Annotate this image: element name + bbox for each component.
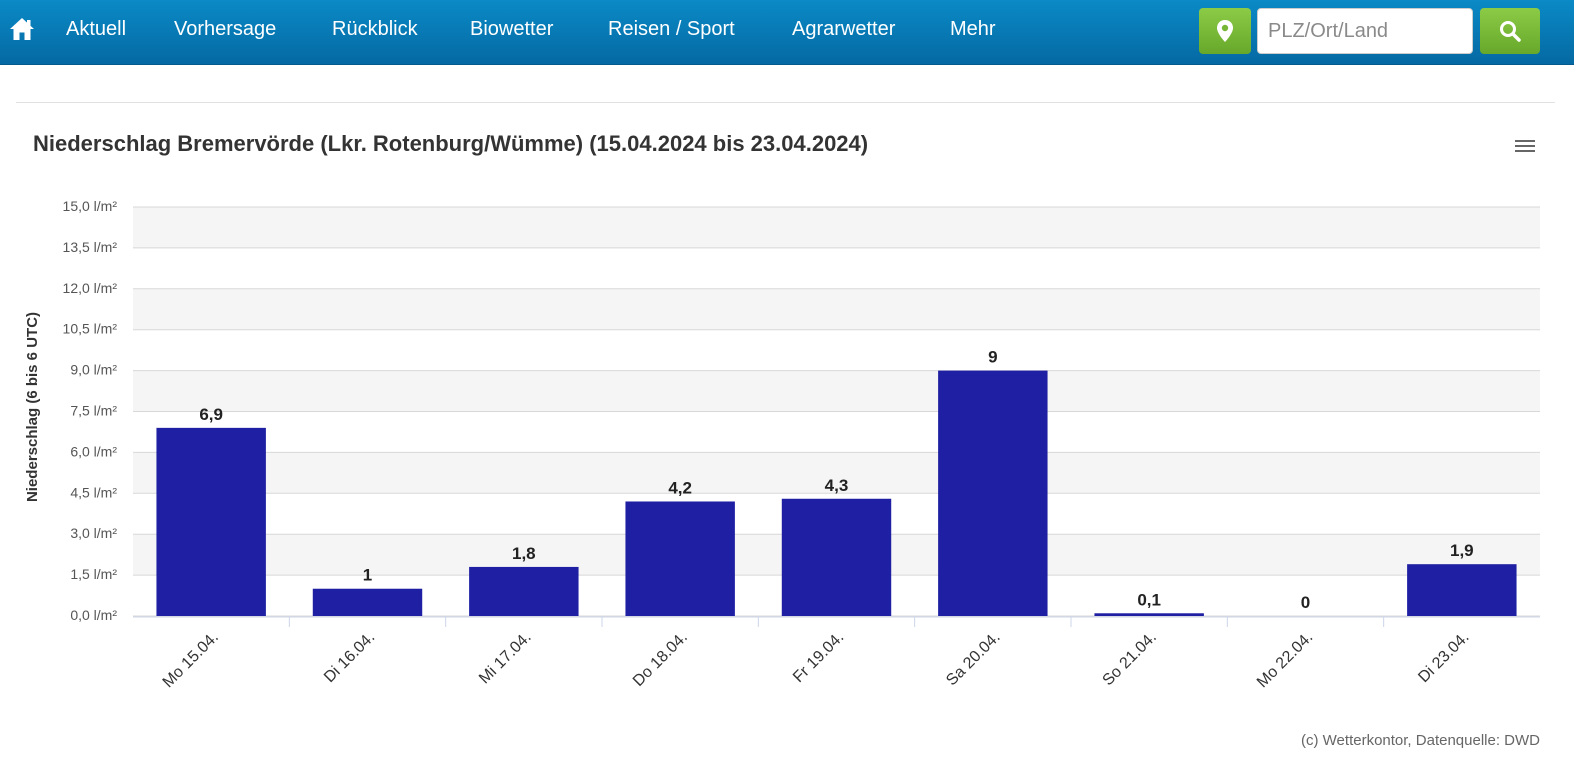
search-button[interactable] [1480, 8, 1540, 54]
y-tick-label: 10,5 l/m² [63, 321, 118, 337]
nav-item-vorhersage[interactable]: Vorhersage [174, 18, 277, 40]
top-navbar: Aktuell Vorhersage Rückblick Biowetter R… [0, 0, 1574, 65]
nav-item-aktuell[interactable]: Aktuell [66, 18, 127, 40]
bar-2 [312, 588, 423, 616]
data-label-4: 4,2 [668, 478, 692, 497]
search-input[interactable] [1257, 8, 1473, 54]
x-tick-label: Sa 20.04. [943, 629, 1003, 689]
bar-3 [469, 566, 579, 616]
x-tick-label: Di 16.04. [321, 629, 378, 686]
y-tick-label: 0,0 l/m² [70, 607, 117, 623]
y-tick-label: 4,5 l/m² [70, 484, 117, 500]
y-tick-label: 7,5 l/m² [70, 403, 117, 419]
y-tick-label: 9,0 l/m² [70, 362, 117, 378]
data-label-6: 9 [988, 348, 997, 367]
chart-credits[interactable]: (c) Wetterkontor, Datenquelle: DWD [1301, 732, 1540, 749]
home-icon[interactable] [9, 16, 35, 42]
x-tick-label: Mo 15.04. [160, 629, 222, 691]
chart-title: Niederschlag Bremervörde (Lkr. Rotenburg… [33, 131, 869, 156]
data-label-2: 1 [363, 566, 372, 585]
y-tick-label: 3,0 l/m² [70, 525, 117, 541]
data-label-1: 6,9 [199, 405, 223, 424]
x-tick-label: Fr 19.04. [790, 629, 847, 686]
nav-item-rueckblick[interactable]: Rückblick [332, 18, 418, 40]
x-tick-label: So 21.04. [1100, 629, 1160, 689]
x-tick-label: Mi 17.04. [476, 629, 535, 688]
bar-9 [1407, 564, 1517, 616]
bar-1 [156, 427, 266, 616]
data-label-5: 4,3 [825, 476, 849, 495]
y-tick-label: 6,0 l/m² [70, 443, 117, 459]
grid-band [133, 288, 1540, 330]
precipitation-chart: 0,0 l/m² 1,5 l/m² 3,0 l/m² 4,5 l/m² 6,0 l/m²… [24, 198, 1540, 691]
nav-item-reisen-sport[interactable]: Reisen / Sport [608, 18, 735, 40]
data-label-9: 1,9 [1450, 541, 1474, 560]
grid-band [133, 370, 1540, 412]
y-tick-label: 15,0 l/m² [63, 198, 118, 214]
grid-band [133, 207, 1540, 248]
y-tick-label: 12,0 l/m² [63, 280, 118, 296]
search-icon [1500, 21, 1521, 42]
nav-item-agrarwetter[interactable]: Agrarwetter [792, 18, 896, 40]
content-divider [16, 102, 1555, 103]
y-tick-label: 13,5 l/m² [63, 239, 118, 255]
x-tick-label: Do 18.04. [630, 629, 691, 690]
bar-5 [781, 498, 892, 616]
nav-item-mehr[interactable]: Mehr [950, 18, 996, 40]
locate-button[interactable] [1199, 8, 1251, 54]
bar-7 [1094, 613, 1204, 616]
bar-6 [938, 370, 1048, 616]
bar-4 [625, 501, 735, 616]
data-label-8: 0 [1301, 593, 1310, 612]
nav-item-biowetter[interactable]: Biowetter [470, 18, 554, 40]
y-axis-title: Niederschlag (6 bis 6 UTC) [24, 312, 41, 502]
x-tick-label: Mo 22.04. [1254, 629, 1316, 691]
y-tick-label: 1,5 l/m² [70, 566, 117, 582]
map-marker-icon [1217, 20, 1233, 42]
data-label-3: 1,8 [512, 544, 536, 563]
grid-band [133, 452, 1540, 494]
hamburger-menu-icon[interactable] [1514, 137, 1536, 155]
x-tick-label: Di 23.04. [1415, 629, 1472, 686]
data-label-7: 0,1 [1137, 590, 1161, 609]
